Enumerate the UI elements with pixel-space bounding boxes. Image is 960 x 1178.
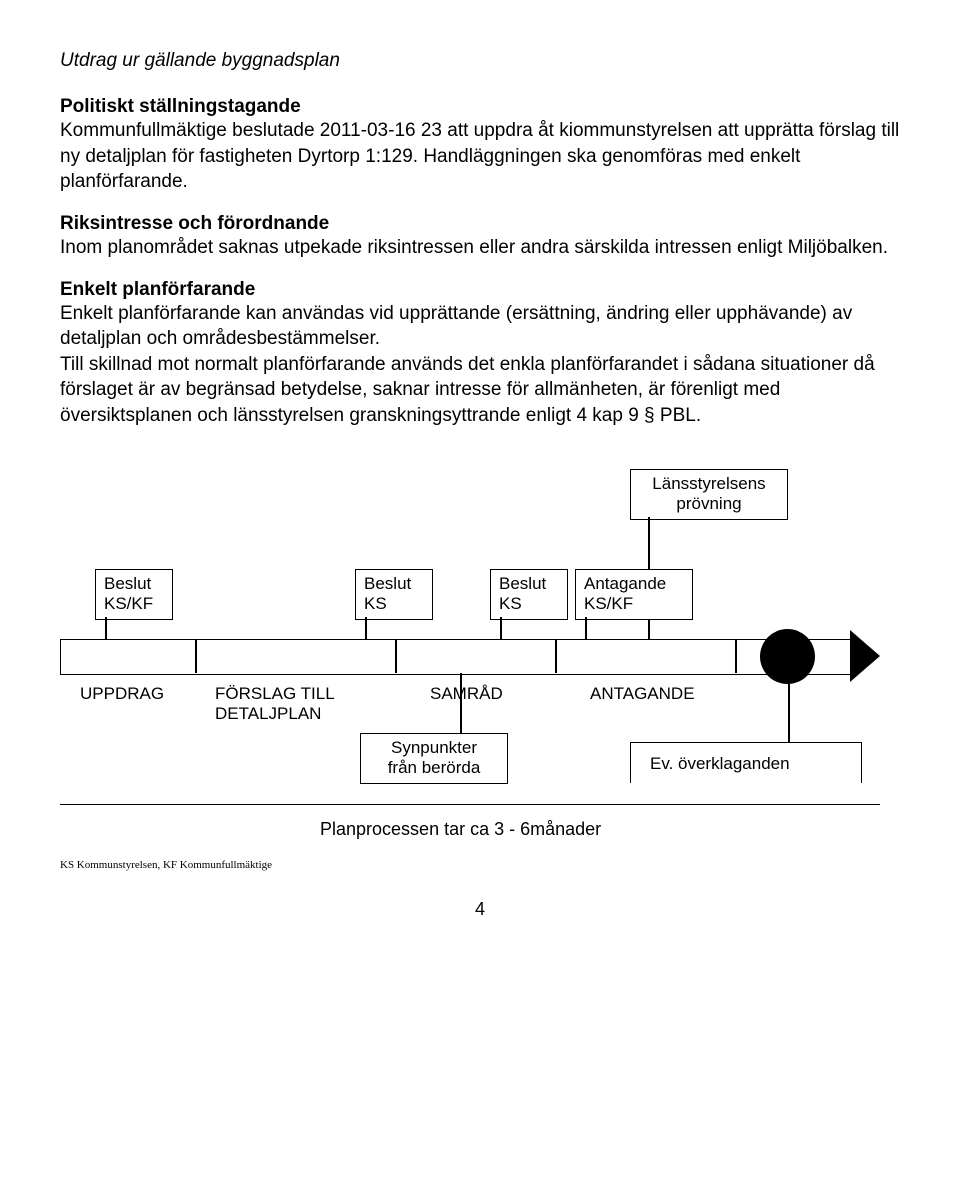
connector-ant (585, 617, 587, 639)
body-riksintresse: Inom planområdet saknas utpekade riksint… (60, 235, 900, 261)
page-number: 4 (60, 899, 900, 920)
phase-forslag: FÖRSLAG TILL DETALJPLAN (215, 684, 335, 724)
beslut1-l2: KS/KF (104, 594, 153, 613)
timeline-arrow-body (60, 639, 851, 675)
lansstyrelsen-box: Länsstyrelsens prövning (630, 469, 788, 520)
beslut3-l1: Beslut (499, 574, 546, 593)
syn-l2: från berörda (388, 758, 481, 777)
beslut-box-3: Beslut KS (490, 569, 568, 620)
tick-3 (555, 639, 557, 673)
antagande-box: Antagande KS/KF (575, 569, 693, 620)
beslut-box-1: Beslut KS/KF (95, 569, 173, 620)
connector-b1 (105, 617, 107, 639)
lansstyrelsen-l2: prövning (676, 494, 741, 513)
heading-enkelt: Enkelt planförfarande (60, 279, 900, 301)
synpunkter-box: Synpunkter från berörda (360, 733, 508, 784)
beslut2-l2: KS (364, 594, 387, 613)
bottom-line (60, 804, 880, 806)
beslut3-l2: KS (499, 594, 522, 613)
laga-kraft-circle (760, 629, 815, 684)
extract-title: Utdrag ur gällande byggnadsplan (60, 50, 900, 72)
beslut-box-2: Beslut KS (355, 569, 433, 620)
heading-politiskt: Politiskt ställningstagande (60, 96, 900, 118)
connector-b3 (500, 617, 502, 639)
ks-kf-footnote: KS Kommunstyrelsen, KF Kommunfullmäktige (60, 859, 272, 871)
connector-overkl (788, 684, 790, 742)
beslut2-l1: Beslut (364, 574, 411, 593)
tick-2 (395, 639, 397, 673)
heading-riksintresse: Riksintresse och förordnande (60, 213, 900, 235)
tick-1 (195, 639, 197, 673)
phase-forslag-l2: DETALJPLAN (215, 704, 321, 723)
timeline-arrow-head (850, 630, 880, 682)
phase-uppdrag: UPPDRAG (80, 684, 164, 704)
connector-b2 (365, 617, 367, 639)
phase-samrad: SAMRÅD (430, 684, 503, 704)
antagande-l1: Antagande (584, 574, 666, 593)
tick-4 (735, 639, 737, 673)
antagande-l2: KS/KF (584, 594, 633, 613)
body-politiskt: Kommunfullmäktige beslutade 2011-03-16 2… (60, 118, 900, 195)
syn-l1: Synpunkter (391, 738, 477, 757)
process-caption: Planprocessen tar ca 3 - 6månader (320, 819, 601, 840)
phase-antagande: ANTAGANDE (590, 684, 695, 704)
body-enkelt: Enkelt planförfarande kan användas vid u… (60, 301, 900, 352)
phase-forslag-l1: FÖRSLAG TILL (215, 684, 335, 703)
beslut1-l1: Beslut (104, 574, 151, 593)
connector-syn (460, 673, 462, 733)
lansstyrelsen-l1: Länsstyrelsens (652, 474, 765, 493)
overklaganden-label: Ev. överklaganden (650, 754, 790, 774)
body-extra: Till skillnad mot normalt planförfarande… (60, 352, 900, 429)
process-diagram: Länsstyrelsens prövning Beslut KS/KF Bes… (60, 469, 900, 889)
